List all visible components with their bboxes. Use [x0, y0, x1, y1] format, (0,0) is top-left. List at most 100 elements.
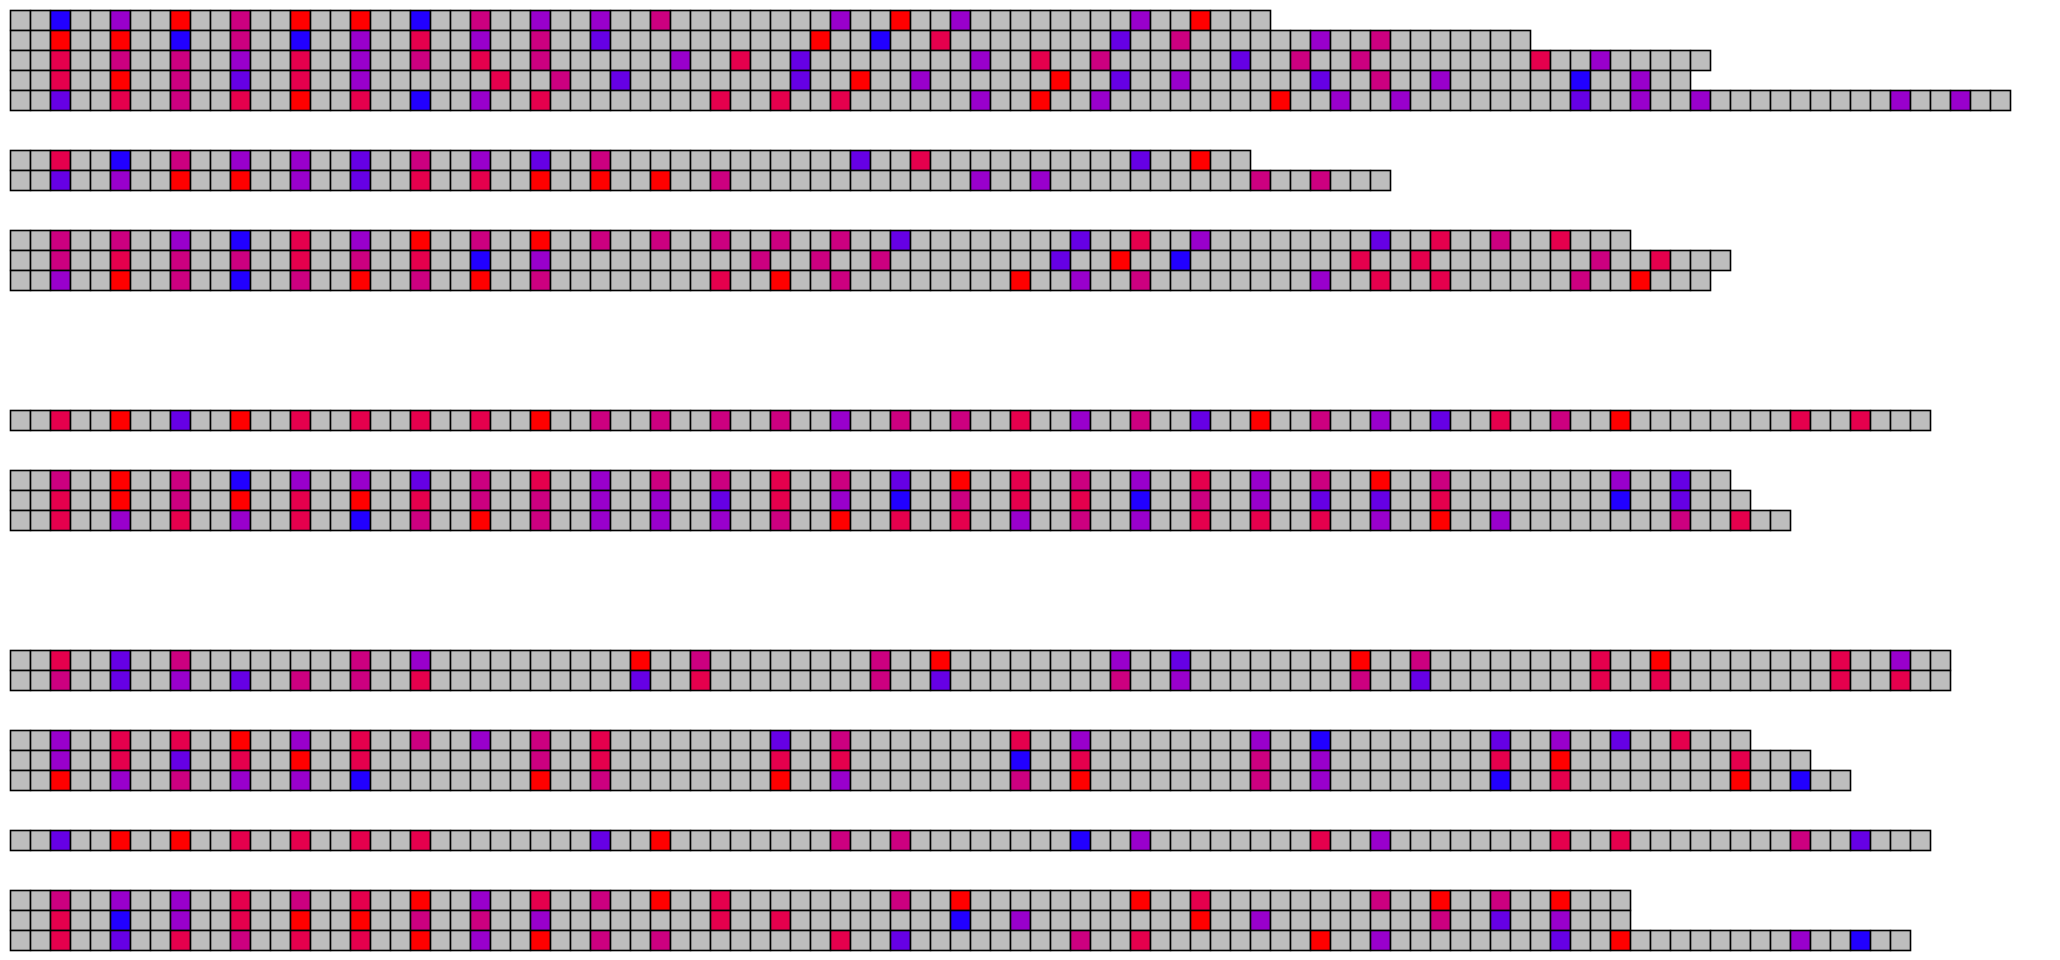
grid-cell: [1589, 669, 1612, 692]
grid-cell: [909, 669, 932, 692]
grid-cell: [1269, 769, 1292, 792]
grid-cell: [809, 169, 832, 192]
grid-cell: [1129, 749, 1152, 772]
grid-cell: [969, 149, 992, 172]
grid-cell: [589, 9, 612, 32]
grid-cell: [1449, 249, 1472, 272]
grid-cell: [1109, 489, 1132, 512]
grid-cell: [329, 749, 352, 772]
grid-cell: [949, 489, 972, 512]
grid-cell: [1249, 9, 1272, 32]
grid-cell: [909, 149, 932, 172]
grid-cell: [1669, 769, 1692, 792]
grid-cell: [1109, 169, 1132, 192]
grid-cell: [1369, 929, 1392, 952]
grid-cell: [789, 909, 812, 932]
grid-cell: [1489, 29, 1512, 52]
grid-cell: [469, 929, 492, 952]
grid-cell: [869, 149, 892, 172]
grid-cell: [1129, 229, 1152, 252]
grid-cell: [609, 669, 632, 692]
grid-cell: [1129, 889, 1152, 912]
grid-cell: [1169, 29, 1192, 52]
grid-cell: [1109, 269, 1132, 292]
grid-cell: [1649, 269, 1672, 292]
grid-cell: [409, 669, 432, 692]
grid-cell: [969, 409, 992, 432]
grid-cell: [1449, 769, 1472, 792]
grid-cell: [809, 929, 832, 952]
grid-cell: [849, 929, 872, 952]
grid-cell: [749, 909, 772, 932]
grid-cell: [609, 89, 632, 112]
grid-cell: [1089, 909, 1112, 932]
grid-cell: [509, 49, 532, 72]
grid-cell: [609, 509, 632, 532]
grid-cell: [429, 489, 452, 512]
grid-cell: [1229, 269, 1252, 292]
grid-cell: [629, 89, 652, 112]
grid-cell: [609, 229, 632, 252]
grid-cell: [1029, 469, 1052, 492]
grid-cell: [549, 769, 572, 792]
grid-cell: [549, 29, 572, 52]
grid-cell: [969, 649, 992, 672]
cell-row: [9, 749, 1812, 772]
grid-cell: [649, 729, 672, 752]
grid-cell: [1769, 89, 1792, 112]
grid-cell: [349, 69, 372, 92]
grid-cell: [1749, 829, 1772, 852]
grid-cell: [149, 669, 172, 692]
grid-cell: [749, 749, 772, 772]
grid-cell: [1029, 509, 1052, 532]
grid-cell: [409, 169, 432, 192]
grid-cell: [969, 49, 992, 72]
grid-cell: [849, 729, 872, 752]
grid-cell: [689, 9, 712, 32]
grid-cell: [529, 49, 552, 72]
grid-cell: [889, 69, 912, 92]
grid-cell: [1329, 469, 1352, 492]
grid-cell: [1469, 769, 1492, 792]
grid-cell: [369, 489, 392, 512]
grid-cell: [1289, 489, 1312, 512]
grid-cell: [749, 409, 772, 432]
grid-cell: [729, 149, 752, 172]
grid-cell: [1669, 249, 1692, 272]
grid-cell: [1669, 89, 1692, 112]
grid-cell: [109, 769, 132, 792]
grid-cell: [649, 489, 672, 512]
grid-cell: [9, 229, 32, 252]
grid-cell: [629, 669, 652, 692]
grid-cell: [1349, 909, 1372, 932]
grid-cell: [549, 669, 572, 692]
grid-cell: [1249, 249, 1272, 272]
grid-cell: [1849, 649, 1872, 672]
grid-cell: [269, 229, 292, 252]
grid-cell: [1509, 829, 1532, 852]
grid-cell: [1869, 929, 1892, 952]
grid-cell: [1349, 669, 1372, 692]
grid-cell: [869, 769, 892, 792]
grid-cell: [909, 69, 932, 92]
grid-cell: [349, 269, 372, 292]
grid-cell: [789, 9, 812, 32]
grid-cell: [869, 249, 892, 272]
grid-cell: [49, 669, 72, 692]
grid-cell: [409, 889, 432, 912]
grid-cell: [1729, 749, 1752, 772]
grid-cell: [669, 49, 692, 72]
grid-cell: [169, 829, 192, 852]
grid-cell: [389, 829, 412, 852]
grid-cell: [209, 149, 232, 172]
grid-cell: [829, 249, 852, 272]
grid-cell: [1589, 829, 1612, 852]
grid-cell: [569, 69, 592, 92]
grid-cell: [1289, 269, 1312, 292]
grid-cell: [149, 249, 172, 272]
grid-cell: [249, 269, 272, 292]
grid-cell: [1549, 669, 1572, 692]
grid-cell: [109, 909, 132, 932]
cell-group: [9, 149, 1392, 192]
grid-cell: [629, 729, 652, 752]
